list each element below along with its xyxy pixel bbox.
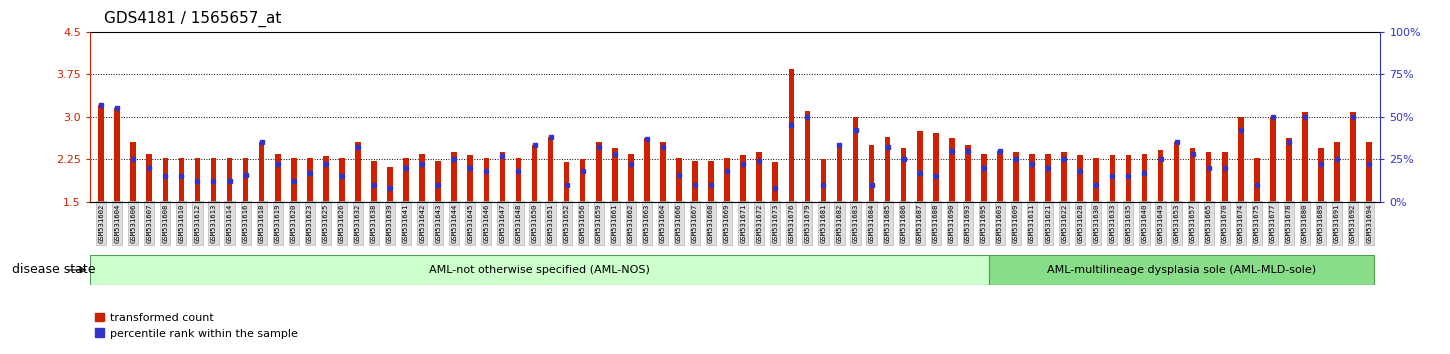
Bar <box>210 158 216 202</box>
Bar <box>982 154 987 202</box>
Bar <box>419 154 425 202</box>
Bar <box>821 159 826 202</box>
Bar <box>644 138 650 202</box>
Bar <box>966 145 970 202</box>
Bar <box>500 152 505 202</box>
Bar <box>1157 150 1163 202</box>
Text: AML-multilineage dysplasia sole (AML-MLD-sole): AML-multilineage dysplasia sole (AML-MLD… <box>1047 265 1317 275</box>
Bar <box>242 158 248 202</box>
Bar <box>260 142 264 202</box>
Bar <box>1045 154 1051 202</box>
Bar <box>1030 154 1035 202</box>
Bar <box>339 158 345 202</box>
Bar <box>628 154 634 202</box>
Bar <box>757 152 763 202</box>
Bar <box>194 158 200 202</box>
Bar <box>773 162 779 202</box>
Bar <box>1222 152 1228 202</box>
Bar <box>1270 117 1276 202</box>
Bar <box>355 142 361 202</box>
Bar <box>403 158 409 202</box>
Bar <box>1238 117 1244 202</box>
Text: disease state: disease state <box>12 263 96 276</box>
Bar <box>483 158 489 202</box>
Bar <box>1061 152 1067 202</box>
Bar <box>99 105 104 202</box>
Bar <box>1190 148 1195 202</box>
Bar <box>805 111 811 202</box>
Bar <box>1206 152 1211 202</box>
Bar <box>660 142 666 202</box>
Bar <box>178 158 184 202</box>
Bar <box>1254 158 1260 202</box>
Bar <box>1077 155 1083 202</box>
Bar <box>1350 112 1356 202</box>
Bar <box>596 142 602 202</box>
Bar <box>548 137 554 202</box>
Bar <box>371 161 377 202</box>
Bar <box>516 158 521 202</box>
Bar <box>950 138 954 202</box>
Bar <box>853 117 858 202</box>
Bar <box>130 142 136 202</box>
Bar <box>451 152 457 202</box>
Bar <box>1302 112 1308 202</box>
Bar <box>226 158 232 202</box>
Bar <box>1141 154 1147 202</box>
Bar <box>884 137 890 202</box>
Bar <box>1366 142 1372 202</box>
Bar <box>692 161 697 202</box>
Bar <box>741 155 745 202</box>
Bar <box>1173 142 1179 202</box>
Bar <box>564 162 570 202</box>
Bar <box>708 161 713 202</box>
Bar <box>467 155 473 202</box>
Bar <box>291 158 297 202</box>
Bar <box>612 148 618 202</box>
Bar <box>146 154 152 202</box>
Bar <box>900 148 906 202</box>
Text: GDS4181 / 1565657_at: GDS4181 / 1565657_at <box>104 11 281 27</box>
Bar <box>1014 152 1019 202</box>
Bar <box>989 255 1375 285</box>
Bar <box>998 151 1003 202</box>
Bar <box>789 69 795 202</box>
Text: AML-not otherwise specified (AML-NOS): AML-not otherwise specified (AML-NOS) <box>429 265 650 275</box>
Bar <box>1286 138 1292 202</box>
Bar <box>676 158 682 202</box>
Bar <box>90 255 989 285</box>
Bar <box>307 158 313 202</box>
Bar <box>932 133 938 202</box>
Bar <box>435 161 441 202</box>
Bar <box>1109 155 1115 202</box>
Bar <box>387 167 393 202</box>
Bar <box>532 145 538 202</box>
Bar <box>323 156 329 202</box>
Bar <box>1125 155 1131 202</box>
Bar <box>869 145 874 202</box>
Bar <box>916 131 922 202</box>
Bar <box>1334 142 1340 202</box>
Bar <box>1093 158 1099 202</box>
Bar <box>1318 148 1324 202</box>
Bar <box>837 145 842 202</box>
Legend: transformed count, percentile rank within the sample: transformed count, percentile rank withi… <box>96 313 297 338</box>
Bar <box>162 158 168 202</box>
Bar <box>276 154 280 202</box>
Bar <box>580 159 586 202</box>
Bar <box>115 108 120 202</box>
Bar <box>725 158 729 202</box>
